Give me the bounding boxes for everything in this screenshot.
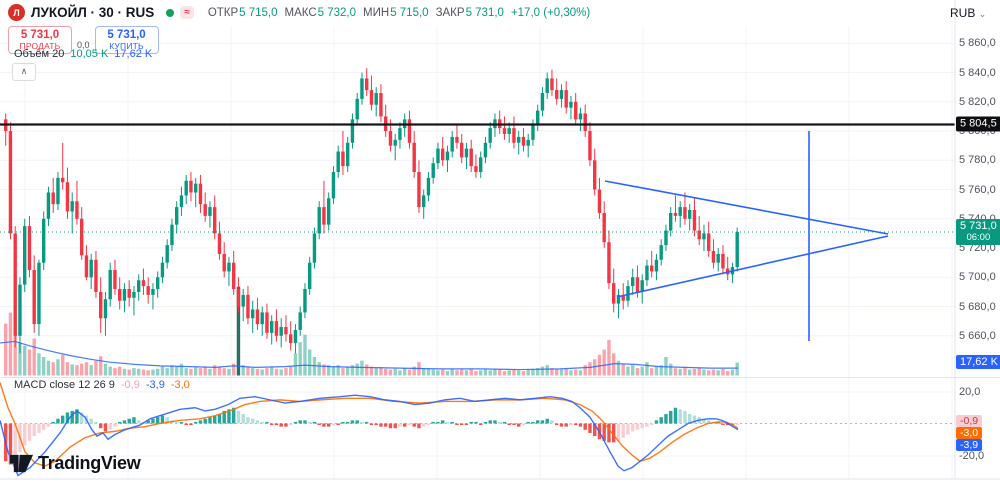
tradingview-wordmark: TradingView [38, 453, 141, 473]
price-tick-label: 5 660,0 [959, 329, 996, 342]
ohlc-values: ОТКР5 715,0 МАКС5 732,0 МИН5 715,0 ЗАКР5… [208, 7, 590, 19]
macd-value-badge: -0,9 [956, 415, 983, 427]
buy-price: 5 731,0 [107, 29, 146, 41]
chevron-down-icon: ⌄ [978, 9, 987, 19]
tradingview-mark-icon [10, 454, 33, 473]
buy-button[interactable]: 5 731,0 КУПИТЬ [94, 26, 159, 54]
sell-label: ПРОДАТЬ [19, 41, 61, 51]
change-value: +17,0 (+0,30%) [510, 6, 591, 19]
sell-price: 5 731,0 [20, 29, 60, 41]
macd-hist-value: -0,9 [120, 379, 140, 391]
macd-value-badge: -3,0 [956, 427, 983, 439]
triangle-lower-line [616, 235, 889, 298]
delayed-data-icon[interactable]: ≈ [180, 6, 194, 19]
volume-ma-value: 10,05 K [70, 48, 109, 60]
currency-selector[interactable]: RUB ⌄ [950, 6, 986, 20]
chevron-up-icon: ∧ [20, 66, 28, 76]
symbol-logo-icon[interactable]: Л [8, 4, 25, 21]
open-value: 5 715,0 [239, 6, 278, 19]
macd-tick-label: 20,0 [959, 386, 981, 398]
close-label: ЗАКР [435, 6, 465, 19]
macd-legend[interactable]: MACD close 12 26 9 -0,9 -3,9 -3,0 [14, 379, 190, 391]
price-tick-label: 5 760,0 [959, 183, 996, 196]
volume-current-value: 17,62 K [114, 48, 153, 60]
close-value: 5 731,0 [465, 6, 504, 19]
volume-value-badge: 17,62 K [956, 355, 1000, 369]
price-tick-label: 5 700,0 [959, 271, 996, 284]
macd-legend-title: MACD close 12 26 9 [14, 379, 115, 391]
chart-header: Л ЛУКОЙЛ · 30 · RUS ≈ ОТКР5 715,0 МАКС5 … [8, 4, 590, 21]
grid-lines [0, 26, 955, 479]
high-label: МАКС [284, 6, 317, 19]
candlestick-series [4, 68, 739, 354]
buy-label: КУПИТЬ [109, 41, 144, 51]
tradingview-logo[interactable]: TradingView [10, 452, 141, 475]
volume-legend-title: Объём 20 [14, 48, 65, 60]
price-tick-label: 5 840,0 [959, 66, 996, 79]
macd-series [0, 382, 955, 477]
price-tick-label: 5 680,0 [959, 300, 996, 313]
low-value: 5 715,0 [390, 6, 429, 19]
price-tick-label: 5 720,0 [959, 242, 996, 255]
price-tick-label: 5 860,0 [959, 37, 996, 50]
trade-panel: 5 731,0 ПРОДАТЬ 0,0 5 731,0 КУПИТЬ [8, 26, 159, 54]
macd-signal-value: -3,0 [170, 379, 190, 391]
hline-price-badge: 5 804,5 [956, 116, 1000, 132]
current-price-badge: 5 731,0 06:00 [956, 218, 1000, 245]
macd-value-badge: -3,9 [956, 439, 983, 451]
price-tick-label: 5 820,0 [959, 95, 996, 108]
macd-tick-label: -20,0 [959, 450, 985, 462]
spread-value: 0,0 [77, 40, 90, 50]
market-open-dot-icon [166, 8, 175, 17]
collapse-pane-button[interactable]: ∧ [12, 63, 36, 81]
open-label: ОТКР [207, 6, 239, 19]
chart-drawings [0, 123, 955, 341]
symbol-title[interactable]: ЛУКОЙЛ · 30 · RUS [31, 5, 155, 20]
price-tick-label: 5 780,0 [959, 154, 996, 167]
volume-series [0, 286, 739, 376]
triangle-upper-line [604, 180, 889, 235]
low-label: МИН [363, 6, 390, 19]
sell-button[interactable]: 5 731,0 ПРОДАТЬ [8, 26, 72, 54]
currency-label: RUB [950, 6, 976, 20]
volume-legend[interactable]: Объём 20 10,05 K 17,62 K [14, 48, 152, 60]
high-value: 5 732,0 [317, 6, 357, 19]
macd-line-value: -3,9 [145, 379, 165, 391]
